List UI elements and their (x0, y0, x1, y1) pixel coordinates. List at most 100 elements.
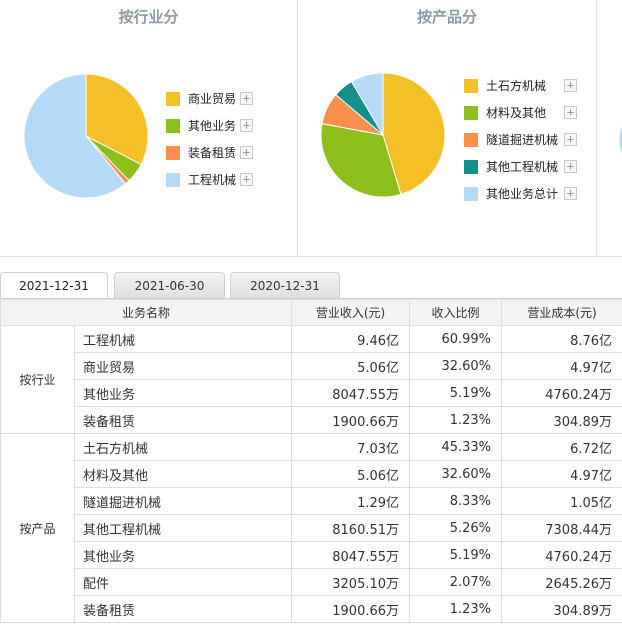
row-ratio: 1.23% (409, 406, 503, 434)
row-name: 装备租赁 (73, 406, 293, 434)
table-row: 材料及其他 5.06亿 32.60% 4.97亿 (1, 460, 622, 488)
legend-label: 商业贸易 (188, 92, 237, 106)
row-revenue: 7.03亿 (291, 433, 411, 461)
legend-item[interactable]: 其他业务 + (166, 118, 256, 136)
expand-plus-icon[interactable]: + (564, 187, 577, 200)
header-cost: 营业成本(元) (501, 299, 622, 326)
row-name: 工程机械 (73, 325, 293, 353)
table-row: 装备租赁 1900.66万 1.23% 304.89万 (1, 406, 622, 434)
tab-2021-12-31[interactable]: 2021-12-31 (0, 272, 108, 300)
table-row: 装备租赁 1900.66万 1.23% 304.89万 (1, 595, 622, 623)
category-product: 按产品 (0, 433, 75, 623)
row-revenue: 5.06亿 (291, 352, 411, 380)
legend-item[interactable]: 其他业务总计 + (464, 186, 580, 204)
industry-pie-chart (23, 73, 149, 199)
header-revenue: 营业收入(元) (291, 299, 411, 326)
charts-area: 按行业分 商业贸易 + 其他业务 + 装备租赁 + 工程机械 + 按产品分 土石方机械 + 材料及… (0, 0, 622, 258)
legend-swatch (166, 173, 180, 187)
table-header-row: 业务名称 营业收入(元) 收入比例 营业成本(元) (0, 299, 622, 326)
legend-swatch (464, 160, 478, 174)
industry-legend: 商业贸易 + 其他业务 + 装备租赁 + 工程机械 + (166, 91, 291, 201)
table-row: 按行业 工程机械 9.46亿 60.99% 8.76亿 (0, 325, 622, 434)
pie-slice-4[interactable] (350, 72, 384, 137)
legend-label: 隧道掘进机械 (486, 133, 559, 147)
table-row: 隧道掘进机械 1.29亿 8.33% 1.05亿 (1, 487, 622, 515)
row-name: 配件 (73, 568, 293, 596)
category-industry: 按行业 (0, 325, 75, 434)
row-ratio: 32.60% (409, 460, 503, 488)
legend-label: 装备租赁 (188, 146, 237, 160)
row-revenue: 8047.55万 (291, 379, 411, 407)
industry-panel: 按行业分 商业贸易 + 其他业务 + 装备租赁 + 工程机械 + (0, 0, 297, 257)
industry-panel-title: 按行业分 (118, 8, 179, 26)
row-ratio: 1.23% (409, 595, 503, 623)
row-name: 其他业务 (73, 541, 293, 569)
pie-slice-1[interactable] (320, 123, 402, 198)
legend-label: 其他业务总计 (486, 187, 559, 201)
legend-swatch (166, 119, 180, 133)
row-revenue: 9.46亿 (291, 325, 411, 353)
row-name: 其他业务 (73, 379, 293, 407)
legend-swatch (166, 146, 180, 160)
expand-plus-icon[interactable]: + (564, 106, 577, 119)
legend-label: 其他工程机械 (486, 160, 559, 174)
row-revenue: 1900.66万 (291, 406, 411, 434)
table-row: 配件 3205.10万 2.07% 2645.26万 (1, 568, 622, 596)
pie-slice-0[interactable] (382, 72, 446, 195)
legend-item[interactable]: 商业贸易 + (166, 91, 256, 109)
header-business-name: 业务名称 (0, 299, 293, 326)
expand-plus-icon[interactable]: + (564, 79, 577, 92)
pie-slice-3[interactable] (23, 73, 127, 199)
row-ratio: 45.33% (409, 433, 503, 461)
tab-2020-12-31[interactable]: 2020-12-31 (230, 272, 340, 299)
expand-plus-icon[interactable]: + (240, 92, 253, 105)
expand-plus-icon[interactable]: + (240, 119, 253, 132)
legend-swatch (464, 133, 478, 147)
expand-plus-icon[interactable]: + (564, 160, 577, 173)
row-cost: 4760.24万 (501, 379, 622, 407)
pie-slice-0[interactable] (85, 73, 149, 166)
row-cost: 4760.24万 (501, 541, 622, 569)
table-row: 按产品 土石方机械 7.03亿 45.33% 6.72亿 (0, 433, 622, 623)
row-cost: 2645.26万 (501, 568, 622, 596)
row-cost: 1.05亿 (501, 487, 622, 515)
legend-item[interactable]: 其他工程机械 + (464, 159, 580, 177)
legend-item[interactable]: 土石方机械 + (464, 78, 580, 96)
period-tabs: 2021-12-31 2021-06-30 2020-12-31 (0, 272, 622, 300)
row-cost: 304.89万 (501, 595, 622, 623)
legend-swatch (464, 106, 478, 120)
expand-plus-icon[interactable]: + (240, 173, 253, 186)
row-revenue: 8160.51万 (291, 514, 411, 542)
legend-swatch (464, 79, 478, 93)
expand-plus-icon[interactable]: + (564, 133, 577, 146)
product-panel: 按产品分 土石方机械 + 材料及其他 + 隧道掘进机械 + 其他工程机械 + 其他业务总计 + (298, 0, 596, 257)
table-row: 其他工程机械 8160.51万 5.26% 7308.44万 (1, 514, 622, 542)
legend-item[interactable]: 隧道掘进机械 + (464, 132, 580, 150)
legend-item[interactable]: 材料及其他 + (464, 105, 580, 123)
product-pie-chart (320, 72, 446, 198)
panel-divider (596, 0, 597, 256)
header-ratio: 收入比例 (409, 299, 503, 326)
row-name: 土石方机械 (73, 433, 293, 461)
row-ratio: 5.26% (409, 514, 503, 542)
row-name: 其他工程机械 (73, 514, 293, 542)
row-ratio: 5.19% (409, 541, 503, 569)
product-panel-title: 按产品分 (416, 8, 477, 26)
product-legend: 土石方机械 + 材料及其他 + 隧道掘进机械 + 其他工程机械 + 其他业务总计 + (464, 78, 594, 208)
legend-item[interactable]: 装备租赁 + (166, 145, 256, 163)
next-panel-partial (597, 0, 622, 257)
row-ratio: 5.19% (409, 379, 503, 407)
expand-plus-icon[interactable]: + (240, 146, 253, 159)
tab-2021-06-30[interactable]: 2021-06-30 (114, 272, 225, 299)
section-divider (0, 256, 622, 257)
legend-swatch (464, 187, 478, 201)
legend-label: 工程机械 (188, 173, 237, 187)
row-name: 隧道掘进机械 (73, 487, 293, 515)
panel-divider (297, 0, 298, 256)
legend-item[interactable]: 工程机械 + (166, 172, 256, 190)
row-name: 材料及其他 (73, 460, 293, 488)
legend-label: 材料及其他 (486, 106, 547, 120)
legend-swatch (166, 92, 180, 106)
row-revenue: 1.29亿 (291, 487, 411, 515)
row-cost: 8.76亿 (501, 325, 622, 353)
